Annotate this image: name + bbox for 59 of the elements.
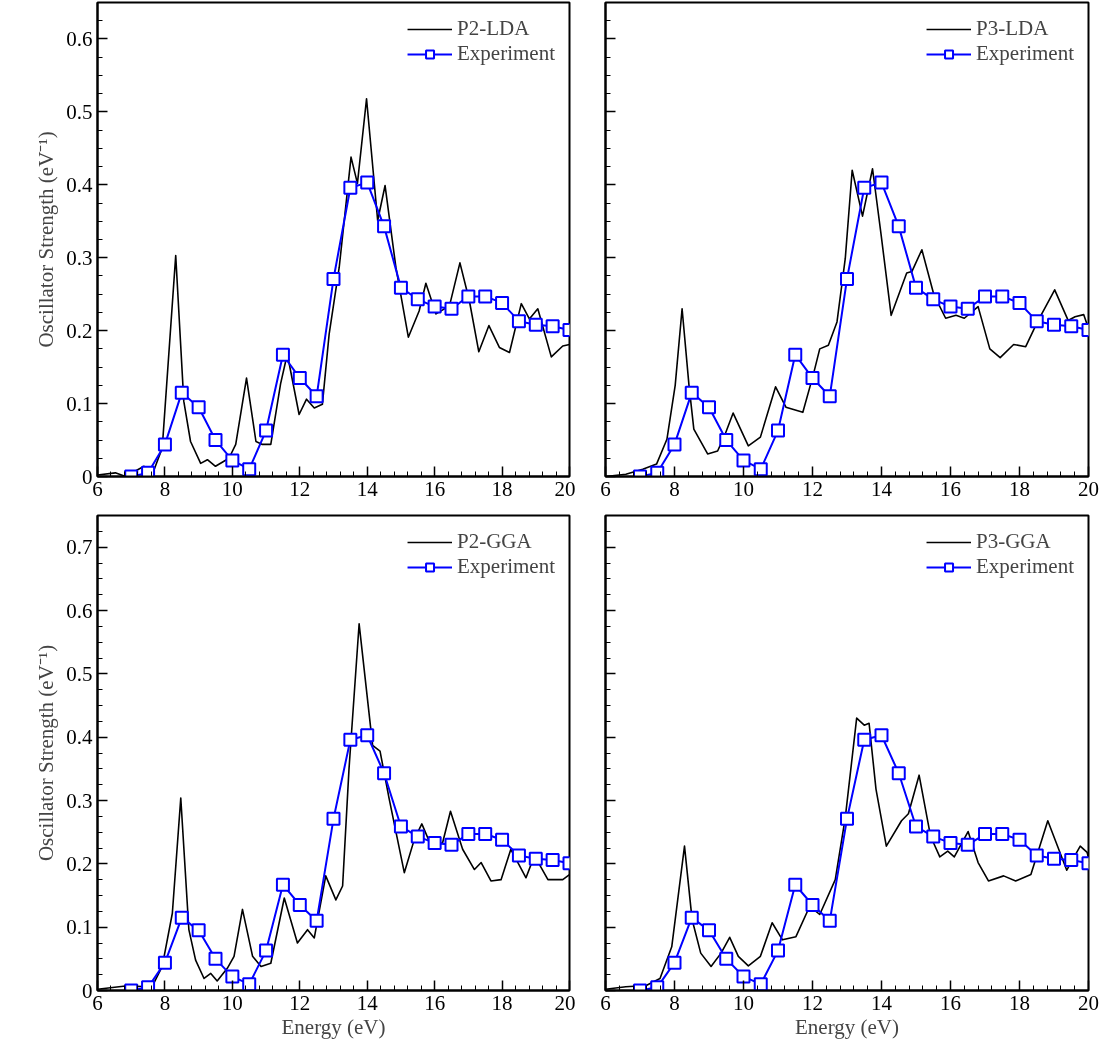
legend-label: P2-LDA — [457, 16, 530, 41]
x-tick-label: 18 — [491, 990, 513, 1015]
x-tick-label: 20 — [554, 476, 576, 501]
x-tick-label: 20 — [1078, 476, 1099, 501]
x-tick-label: 10 — [733, 990, 754, 1015]
x-tick-label: 12 — [802, 990, 823, 1015]
legend-label: Experiment — [457, 554, 555, 579]
x-tick-label: 6 — [600, 990, 611, 1015]
x-tick-label: 6 — [92, 990, 103, 1015]
legend-label: P3-LDA — [976, 16, 1049, 41]
x-tick-label: 16 — [940, 990, 961, 1015]
legend-label: P3-GGA — [976, 529, 1051, 554]
x-tick-label: 10 — [733, 476, 754, 501]
y-tick-label: 0.3 — [66, 245, 93, 270]
legend-label: Experiment — [976, 554, 1074, 579]
x-tick-label: 14 — [871, 990, 893, 1015]
x-tick-label: 10 — [221, 476, 243, 501]
x-tick-label: 18 — [491, 476, 513, 501]
y-tick-label: 0.4 — [66, 725, 93, 750]
x-tick-label: 8 — [159, 990, 171, 1015]
y-tick-label: 0.5 — [66, 661, 93, 686]
y-axis-title: Oscillator Strength (eV⁻¹) — [34, 131, 59, 348]
x-tick-label: 20 — [554, 990, 576, 1015]
x-tick-label: 18 — [1009, 990, 1030, 1015]
x-axis-title: Energy (eV) — [281, 1014, 386, 1039]
y-axis-title: Oscillator Strength (eV⁻¹) — [34, 644, 59, 862]
x-axis-title: Energy (eV) — [795, 1014, 900, 1039]
y-tick-label: 0.1 — [66, 915, 93, 940]
y-tick-label: 0 — [82, 464, 93, 489]
x-tick-label: 6 — [92, 476, 103, 501]
x-tick-label: 12 — [289, 476, 311, 501]
y-tick-label: 0.4 — [66, 172, 93, 197]
x-tick-label: 10 — [221, 990, 243, 1015]
y-tick-label: 0.7 — [66, 535, 93, 560]
y-tick-label: 0.5 — [66, 99, 93, 124]
x-tick-label: 16 — [940, 476, 961, 501]
x-tick-label: 8 — [159, 476, 171, 501]
y-tick-label: 0.1 — [66, 391, 93, 416]
y-tick-label: 0.2 — [66, 851, 93, 876]
x-tick-label: 14 — [356, 476, 379, 501]
x-tick-label: 12 — [289, 990, 311, 1015]
legend-label: Experiment — [457, 41, 555, 66]
x-tick-label: 14 — [356, 990, 379, 1015]
x-tick-label: 12 — [802, 476, 823, 501]
x-tick-label: 8 — [669, 990, 680, 1015]
y-tick-label: 0.3 — [66, 788, 93, 813]
x-tick-label: 16 — [424, 476, 446, 501]
x-tick-label: 18 — [1009, 476, 1030, 501]
x-tick-label: 14 — [871, 476, 893, 501]
legend-label: P2-GGA — [457, 529, 532, 554]
x-tick-label: 6 — [600, 476, 611, 501]
y-tick-label: 0.6 — [66, 26, 93, 51]
x-tick-label: 8 — [669, 476, 680, 501]
x-tick-label: 16 — [424, 990, 446, 1015]
legend-label: Experiment — [976, 41, 1074, 66]
x-tick-label: 20 — [1078, 990, 1099, 1015]
y-tick-label: 0.2 — [66, 318, 93, 343]
y-tick-label: 0 — [82, 978, 93, 1003]
y-tick-label: 0.6 — [66, 598, 93, 623]
